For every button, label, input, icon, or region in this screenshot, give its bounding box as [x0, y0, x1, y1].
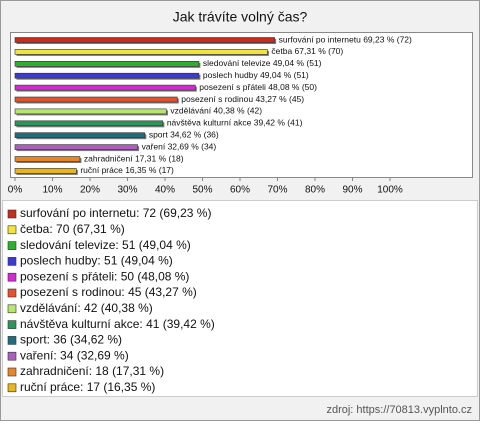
bar	[14, 49, 268, 55]
legend-label: vzdělávání: 42 (40,38 %)	[20, 301, 153, 315]
legend-label: posezení s rodinou: 45 (43,27 %)	[20, 285, 197, 299]
x-tick-label: 0%	[8, 185, 23, 196]
plot-area	[10, 32, 473, 178]
legend-label: ruční práce: 17 (16,35 %)	[20, 380, 155, 394]
x-tick-label: 40%	[155, 185, 175, 196]
value-label: poslech hudby 49,04 % (51)	[203, 70, 309, 80]
legend-swatch	[7, 257, 17, 266]
legend-label: návštěva kulturní akce: 41 (39,42 %)	[20, 317, 215, 331]
legend-swatch	[7, 351, 17, 361]
x-tick-label: 60%	[230, 185, 250, 196]
legend-swatch	[7, 367, 17, 377]
bar	[14, 60, 200, 67]
legend-swatch	[7, 225, 17, 235]
legend-swatch	[7, 383, 17, 393]
bar	[14, 72, 200, 79]
value-label: posezení s přáteli 48,08 % (50)	[199, 82, 317, 92]
value-label: vaření 32,69 % (34)	[142, 141, 217, 151]
legend-label: vaření: 34 (32,69 %)	[20, 348, 129, 362]
value-label: ruční práce 16,35 % (17)	[80, 165, 174, 175]
bar	[14, 120, 164, 127]
x-tick-label: 30%	[117, 185, 137, 196]
legend-label: sport: 36 (34,62 %)	[20, 333, 122, 347]
legend-swatch	[7, 241, 17, 250]
value-label: vzdělávání 40,38 % (42)	[170, 106, 262, 116]
value-label: návštěva kulturní akce 39,42 % (41)	[167, 118, 303, 128]
bar	[14, 132, 146, 138]
legend-label: surfování po internetu: 72 (69,23 %)	[20, 206, 211, 220]
legend-swatch	[7, 336, 17, 345]
x-tick-label: 10%	[42, 185, 62, 196]
legend-swatch	[7, 272, 17, 282]
bar	[14, 84, 196, 91]
x-tick-label: 80%	[305, 185, 325, 196]
value-label: posezení s rodinou 43,27 % (45)	[181, 94, 304, 104]
bar	[14, 96, 178, 103]
bar	[14, 168, 77, 174]
legend-label: posezení s přáteli: 50 (48,08 %)	[20, 269, 189, 283]
legend-label: sledování televize: 51 (49,04 %)	[20, 238, 191, 252]
value-label: četba 67,31 % (70)	[271, 46, 343, 56]
value-label: sport 34,62 % (36)	[149, 129, 219, 139]
legend-box	[2, 200, 478, 397]
legend-label: poslech hudby: 51 (49,04 %)	[20, 254, 173, 268]
value-label: zahradničení 17,31 % (18)	[84, 153, 184, 163]
legend-label: četba: 70 (67,31 %)	[20, 222, 125, 236]
x-tick-label: 70%	[267, 185, 287, 196]
x-tick-label: 20%	[80, 185, 100, 196]
legend-swatch	[7, 288, 17, 298]
bar	[14, 108, 167, 115]
chart-title: Jak trávíte volný čas?	[173, 9, 308, 25]
legend-label: zahradničení: 18 (17,31 %)	[20, 364, 164, 378]
legend-swatch	[7, 209, 17, 219]
legend-swatch	[7, 320, 17, 329]
value-label: surfování po internetu 69,23 % (72)	[279, 34, 412, 44]
legend-swatch	[7, 304, 17, 314]
bar	[14, 144, 138, 150]
source: zdroj: https://70813.vyplnto.cz	[326, 404, 472, 416]
x-tick-label: 100%	[377, 185, 403, 196]
bar	[14, 37, 275, 43]
bar	[14, 156, 81, 162]
x-tick-label: 50%	[192, 185, 212, 196]
x-tick-label: 90%	[342, 185, 362, 196]
value-label: sledování televize 49,04 % (51)	[203, 58, 322, 68]
